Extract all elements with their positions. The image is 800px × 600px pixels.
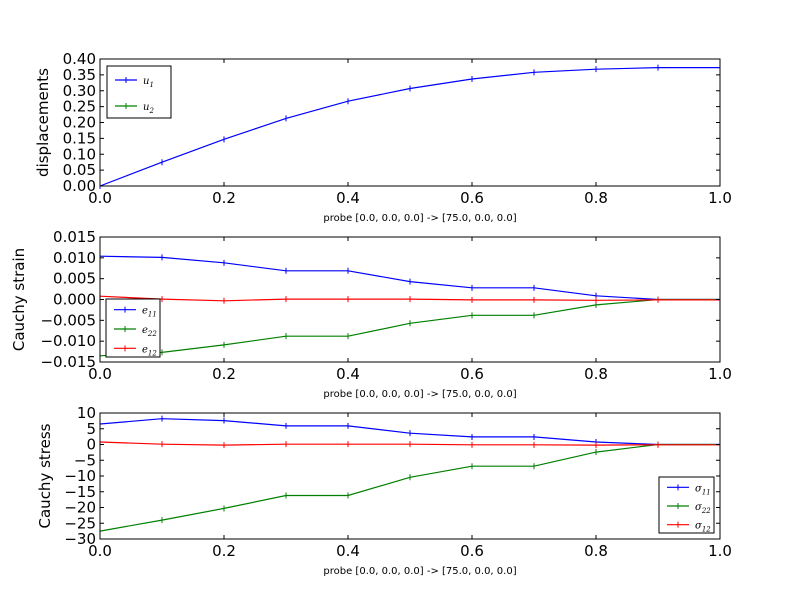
x-tick-label: 0.6 <box>460 542 484 560</box>
y-tick-label: 0.15 <box>63 129 96 147</box>
legend-frame <box>658 476 715 534</box>
chart-panel-1: 0.0 0.2 0.4 0.6 0.8 1.00.000.050.100.150.200.… <box>34 50 732 224</box>
y-tick-label: −25 <box>64 514 96 532</box>
y-tick-label: 0.40 <box>63 50 96 68</box>
x-tick-label: 1.0 <box>708 189 732 207</box>
y-tick-label: −20 <box>64 499 96 517</box>
legend-label-e11: e11 <box>142 306 157 319</box>
legend-label-sigma11: σ11 <box>695 483 711 496</box>
y-tick-label: 0 <box>86 436 96 454</box>
x-tick-label: 0.6 <box>460 365 484 383</box>
y-tick-label: −0.010 <box>40 332 96 350</box>
x-axis-label: probe [0.0, 0.0, 0.0] -> [75.0, 0.0, 0.0… <box>323 213 516 224</box>
y-tick-label: −5 <box>74 451 96 469</box>
series-line-e22 <box>99 298 720 357</box>
chart-panel-2: 0.0 0.2 0.4 0.6 0.8 1.0 0.015 0.010 0.005 0.000 −0… <box>10 228 732 400</box>
legend-label-e12: e12 <box>142 344 157 357</box>
y-tick-label: −30 <box>64 530 96 548</box>
x-tick-label: 1.0 <box>708 365 732 383</box>
legend: σ11 σ22 σ12 <box>658 476 715 534</box>
y-tick-label: −10 <box>64 467 96 485</box>
y-tick-label: 0.015 <box>53 228 96 246</box>
y-tick-label: 0.010 <box>53 249 96 267</box>
legend: e11 e22 e12 <box>105 298 161 358</box>
y-tick-label: 0.05 <box>63 161 96 179</box>
x-tick-label: 0.2 <box>212 189 236 207</box>
y-tick-label: 0.20 <box>63 114 96 132</box>
legend-label-sigma12: σ12 <box>695 521 711 534</box>
x-tick-label: 1.0 <box>708 542 732 560</box>
series-line-u1 <box>99 66 720 187</box>
y-axis-label: Cauchy stress <box>36 423 54 528</box>
y-tick-label: 0.005 <box>53 270 96 288</box>
y-tick-label: 0.30 <box>63 82 96 100</box>
x-tick-label: 0.2 <box>212 365 236 383</box>
legend-label-u2: u2 <box>143 102 154 115</box>
axes-frame <box>99 58 721 187</box>
x-tick-label: 0.8 <box>584 189 608 207</box>
y-tick-label: 0.10 <box>63 145 96 163</box>
legend-frame <box>105 298 161 358</box>
x-tick-label: 0.8 <box>584 365 608 383</box>
x-tick-label: 0.0 <box>88 542 112 560</box>
y-tick-label: 0.00 <box>63 177 96 195</box>
legend: u1 u2 <box>106 65 172 119</box>
legend-label-u1: u1 <box>143 76 154 89</box>
y-tick-label: 0.000 <box>53 291 96 309</box>
y-tick-label: 0.35 <box>63 66 96 84</box>
y-axis-label: displacements <box>34 68 52 177</box>
series-line-sigma22 <box>99 443 720 532</box>
x-tick-label: 0.0 <box>88 189 112 207</box>
legend-label-e22: e22 <box>142 325 157 338</box>
y-tick-label: 10 <box>77 404 96 422</box>
y-tick-label: −0.005 <box>40 311 96 329</box>
legend-frame <box>106 65 172 119</box>
y-tick-label: −15 <box>64 483 96 501</box>
y-axis-label: Cauchy strain <box>10 248 28 351</box>
x-tick-label: 0.4 <box>336 542 360 560</box>
series-line-e11 <box>99 255 720 301</box>
y-tick-label: 5 <box>86 420 96 438</box>
y-tick-label: −0.015 <box>40 353 96 371</box>
x-axis-label: probe [0.0, 0.0, 0.0] -> [75.0, 0.0, 0.0… <box>323 566 516 577</box>
x-tick-label: 0.0 <box>88 365 112 383</box>
legend-label-sigma22: σ22 <box>695 502 711 515</box>
x-tick-label: 0.8 <box>584 542 608 560</box>
y-tick-label: 0.25 <box>63 98 96 116</box>
x-tick-label: 0.6 <box>460 189 484 207</box>
x-tick-label: 0.4 <box>336 365 360 383</box>
x-axis-label: probe [0.0, 0.0, 0.0] -> [75.0, 0.0, 0.0… <box>323 389 516 400</box>
x-tick-label: 0.4 <box>336 189 360 207</box>
x-tick-label: 0.2 <box>212 542 236 560</box>
